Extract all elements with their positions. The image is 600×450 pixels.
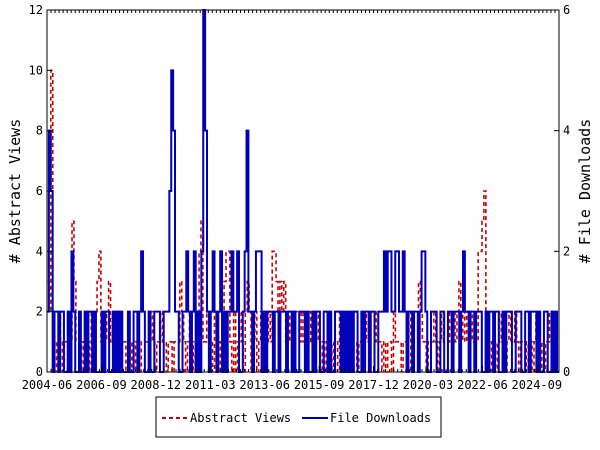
left-axis-title: # Abstract Views [6,119,24,264]
left-axis-tick-label: 12 [29,3,43,17]
x-axis-tick-label: 2013-06 [239,378,290,392]
x-axis-tick-label: 2015-09 [294,378,345,392]
legend-label-abstract-views: Abstract Views [190,411,291,425]
left-axis-tick-label: 4 [36,244,43,258]
ticks-layer [46,9,560,373]
left-axis-tick-label: 8 [36,124,43,138]
right-axis-tick-label: 4 [563,124,570,138]
x-axis-tick-label: 2024-09 [512,378,563,392]
left-axis-tick-labels: 0 2 4 6 8 10 12 [29,3,43,379]
series-line-file-downloads [47,9,559,373]
left-axis-tick-label: 6 [36,184,43,198]
series-layer [47,9,559,373]
x-axis-tick-labels: 2004-06 2006-09 2008-12 2011-03 2013-06 2015-… [22,378,562,392]
right-axis-tick-label: 2 [563,244,570,258]
x-axis-tick-label: 2020-03 [403,378,454,392]
left-axis-tick-label: 10 [29,63,43,77]
legend-label-file-downloads: File Downloads [330,411,431,425]
right-axis-tick-label: 6 [563,3,570,17]
right-axis-tick-label: 0 [563,365,570,379]
x-axis-tick-label: 2022-06 [457,378,508,392]
right-axis-tick-labels: 0 2 4 6 [563,3,570,379]
left-axis-tick-label: 0 [36,365,43,379]
legend-box [155,396,442,438]
x-axis-tick-label: 2011-03 [185,378,236,392]
x-axis-tick-label: 2004-06 [22,378,73,392]
legend: Abstract Views File Downloads [155,396,442,438]
left-axis-tick-label: 2 [36,305,43,319]
x-axis-tick-label: 2006-09 [76,378,127,392]
x-axis-tick-label: 2008-12 [131,378,182,392]
right-axis-title: # File Downloads [576,119,594,264]
x-axis-tick-label: 2017-12 [348,378,399,392]
